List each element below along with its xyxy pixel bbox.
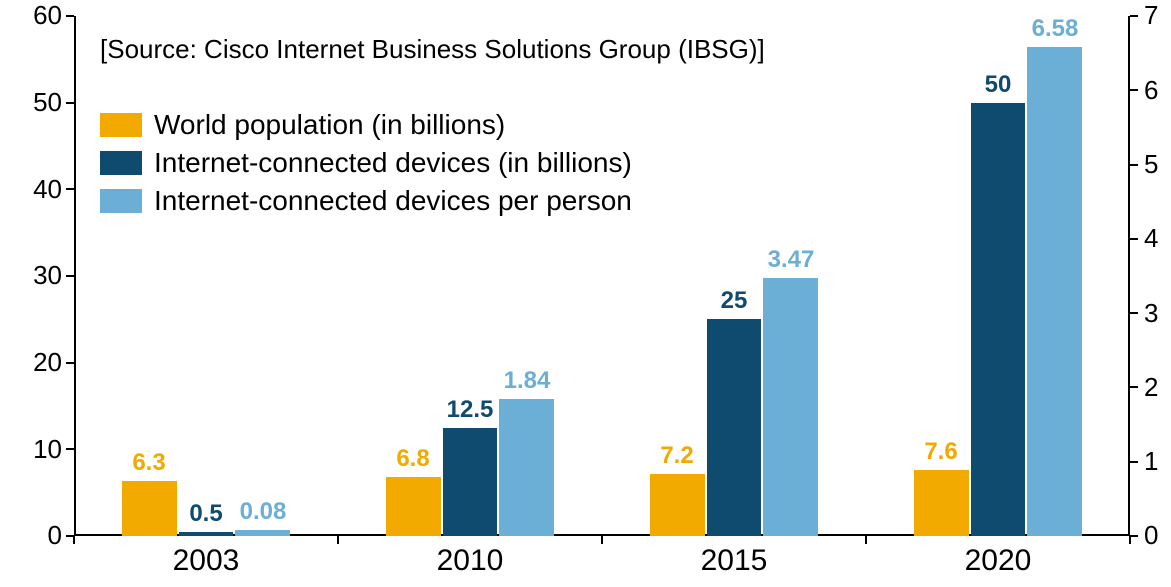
y-right-tick-label: 6	[1144, 75, 1158, 106]
x-category-label: 2003	[173, 544, 240, 578]
legend-item: Internet-connected devices per person	[100, 182, 632, 220]
bar	[443, 428, 498, 536]
bar-chart: 0 10 20 30 40 50 60 0 1 2 3 4 5 6 7 2003 2010 2015 2020 6.3…	[0, 0, 1171, 587]
bar-value-label: 7.2	[660, 442, 693, 470]
legend-swatch	[100, 151, 142, 175]
y-right-tick	[1130, 164, 1138, 166]
bar-value-label: 6.58	[1032, 15, 1079, 43]
bar	[650, 474, 705, 536]
legend-label: Internet-connected devices (in billions)	[154, 147, 632, 179]
y-left-tick	[66, 275, 74, 277]
plot-area: 01020304050600123456720032010201520206.3…	[74, 16, 1130, 536]
x-tick	[73, 536, 75, 544]
bar-value-label: 3.47	[768, 246, 815, 274]
bar-value-label: 1.84	[504, 367, 551, 395]
y-right-tick	[1130, 312, 1138, 314]
bar-value-label: 50	[985, 71, 1012, 99]
y-right-tick	[1130, 238, 1138, 240]
bar-value-label: 0.08	[240, 498, 287, 526]
y-left-tick	[66, 362, 74, 364]
bar-value-label: 6.3	[132, 449, 165, 477]
bar	[235, 530, 290, 536]
y-right-tick-label: 0	[1144, 520, 1158, 551]
y-left-tick-label: 50	[8, 87, 62, 118]
legend-swatch	[100, 113, 142, 137]
bar	[763, 278, 818, 536]
y-right-tick-label: 7	[1144, 0, 1158, 31]
x-tick	[337, 536, 339, 544]
bar-value-label: 7.6	[924, 438, 957, 466]
legend: World population (in billions) Internet-c…	[100, 106, 632, 220]
y-left-tick-label: 40	[8, 174, 62, 205]
y-left-tick-label: 10	[8, 434, 62, 465]
legend-item: World population (in billions)	[100, 106, 632, 144]
y-left-tick	[66, 448, 74, 450]
y-axis-left	[74, 16, 76, 536]
y-right-tick-label: 5	[1144, 149, 1158, 180]
bar	[122, 481, 177, 536]
bar	[179, 532, 234, 536]
bar-value-label: 12.5	[447, 396, 494, 424]
source-caption: [Source: Cisco Internet Business Solutio…	[100, 34, 765, 65]
bar-value-label: 25	[721, 287, 748, 315]
bar	[971, 103, 1026, 536]
bar	[499, 399, 554, 536]
y-right-tick	[1130, 386, 1138, 388]
x-category-label: 2015	[701, 544, 768, 578]
y-right-tick	[1130, 89, 1138, 91]
y-left-tick-label: 0	[8, 520, 62, 551]
bar	[1027, 47, 1082, 536]
y-axis-right	[1128, 16, 1130, 536]
legend-item: Internet-connected devices (in billions)	[100, 144, 632, 182]
bar	[914, 470, 969, 536]
bar	[386, 477, 441, 536]
y-right-tick-label: 2	[1144, 372, 1158, 403]
legend-label: World population (in billions)	[154, 109, 505, 141]
legend-label: Internet-connected devices per person	[154, 185, 632, 217]
y-left-tick	[66, 102, 74, 104]
x-category-label: 2020	[965, 544, 1032, 578]
x-tick	[601, 536, 603, 544]
y-left-tick-label: 20	[8, 347, 62, 378]
y-right-tick	[1130, 15, 1138, 17]
x-tick	[1129, 536, 1131, 544]
x-tick	[865, 536, 867, 544]
y-left-tick-label: 60	[8, 0, 62, 31]
y-left-tick	[66, 15, 74, 17]
y-right-tick-label: 3	[1144, 298, 1158, 329]
bar-value-label: 6.8	[396, 445, 429, 473]
y-right-tick	[1130, 461, 1138, 463]
bar-value-label: 0.5	[189, 500, 222, 528]
y-right-tick	[1130, 535, 1138, 537]
y-left-tick-label: 30	[8, 260, 62, 291]
bar	[707, 319, 762, 536]
y-right-tick-label: 1	[1144, 446, 1158, 477]
y-right-tick-label: 4	[1144, 223, 1158, 254]
x-category-label: 2010	[437, 544, 504, 578]
y-left-tick	[66, 188, 74, 190]
legend-swatch	[100, 189, 142, 213]
